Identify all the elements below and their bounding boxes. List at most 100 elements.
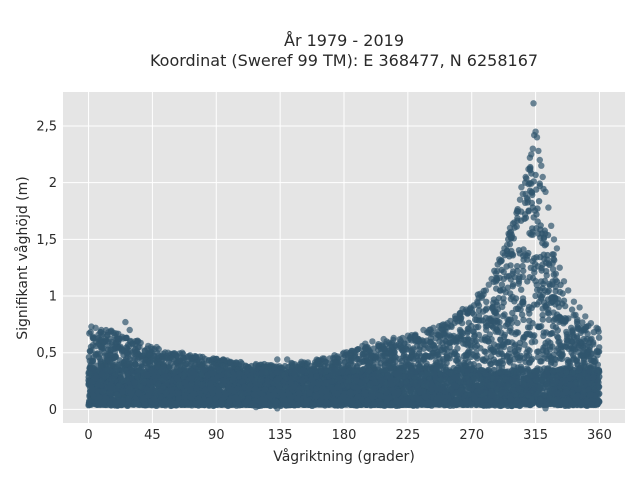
data-point <box>499 304 505 310</box>
data-point <box>481 348 487 354</box>
data-point <box>574 316 580 322</box>
data-point <box>527 332 533 338</box>
data-point <box>546 288 552 294</box>
data-point <box>431 342 437 348</box>
data-point <box>465 342 471 348</box>
data-point <box>87 329 93 335</box>
data-point <box>124 361 130 367</box>
data-point <box>472 339 478 345</box>
data-point <box>233 360 239 366</box>
data-point <box>553 284 559 290</box>
data-point <box>490 324 496 330</box>
data-point <box>444 352 450 358</box>
data-point <box>560 318 566 324</box>
data-point <box>404 363 410 369</box>
data-point <box>334 353 340 359</box>
data-point <box>511 298 517 304</box>
data-point <box>557 355 563 361</box>
data-point <box>452 351 458 357</box>
data-point <box>480 308 486 314</box>
data-point <box>503 323 509 329</box>
data-point <box>596 344 602 350</box>
data-point <box>433 358 439 364</box>
data-point <box>514 263 520 269</box>
data-point <box>375 341 381 347</box>
data-point <box>529 305 535 311</box>
data-point <box>520 253 526 259</box>
data-point <box>536 324 542 330</box>
data-point <box>536 198 542 204</box>
data-point <box>473 324 479 330</box>
data-point <box>512 331 518 337</box>
data-point <box>527 274 533 280</box>
data-point <box>410 345 416 351</box>
data-point <box>527 324 533 330</box>
data-point <box>540 333 546 339</box>
data-point <box>483 327 489 333</box>
data-point <box>504 354 510 360</box>
data-point <box>553 324 559 330</box>
data-point <box>436 333 442 339</box>
data-point <box>553 271 559 277</box>
data-point <box>596 335 602 341</box>
data-point <box>529 339 535 345</box>
data-point <box>520 295 526 301</box>
data-point <box>436 338 442 344</box>
data-point <box>546 281 552 287</box>
data-point <box>504 273 510 279</box>
data-point <box>543 241 549 247</box>
data-point <box>465 328 471 334</box>
data-point <box>526 310 532 316</box>
data-point <box>555 339 561 345</box>
data-point <box>520 268 526 274</box>
data-point <box>530 232 536 238</box>
data-point <box>486 358 492 364</box>
data-point <box>135 344 141 350</box>
data-point <box>506 328 512 334</box>
data-point <box>526 318 532 324</box>
data-point <box>474 355 480 361</box>
data-point <box>485 338 491 344</box>
data-point <box>588 336 594 342</box>
data-point <box>580 360 586 366</box>
data-point <box>365 346 371 352</box>
data-point <box>539 285 545 291</box>
data-point <box>534 349 540 355</box>
data-point <box>592 358 598 364</box>
data-point <box>534 205 540 211</box>
data-point <box>151 353 157 359</box>
data-point <box>590 341 596 347</box>
data-point <box>521 342 527 348</box>
data-point <box>526 207 532 213</box>
data-point <box>465 348 471 354</box>
data-point <box>541 256 547 262</box>
data-point <box>453 357 459 363</box>
data-point <box>490 347 496 353</box>
data-point <box>442 338 448 344</box>
data-point <box>393 358 399 364</box>
data-point <box>533 211 539 217</box>
data-point <box>459 320 465 326</box>
data-point <box>540 316 546 322</box>
data-point <box>500 295 506 301</box>
data-point <box>415 361 421 367</box>
data-point <box>127 338 133 344</box>
data-point <box>87 348 93 354</box>
data-point <box>546 262 552 268</box>
data-point <box>518 287 524 293</box>
data-point <box>360 353 366 359</box>
data-point <box>493 299 499 305</box>
data-point <box>532 172 538 178</box>
data-point <box>501 311 507 317</box>
data-point <box>550 256 556 262</box>
data-point <box>474 317 480 323</box>
data-point <box>516 303 522 309</box>
data-point <box>440 344 446 350</box>
data-point <box>497 336 503 342</box>
data-point <box>552 316 558 322</box>
data-point <box>565 360 571 366</box>
data-point <box>520 336 526 342</box>
data-point <box>528 265 534 271</box>
data-point <box>566 333 572 339</box>
data-point <box>102 338 108 344</box>
